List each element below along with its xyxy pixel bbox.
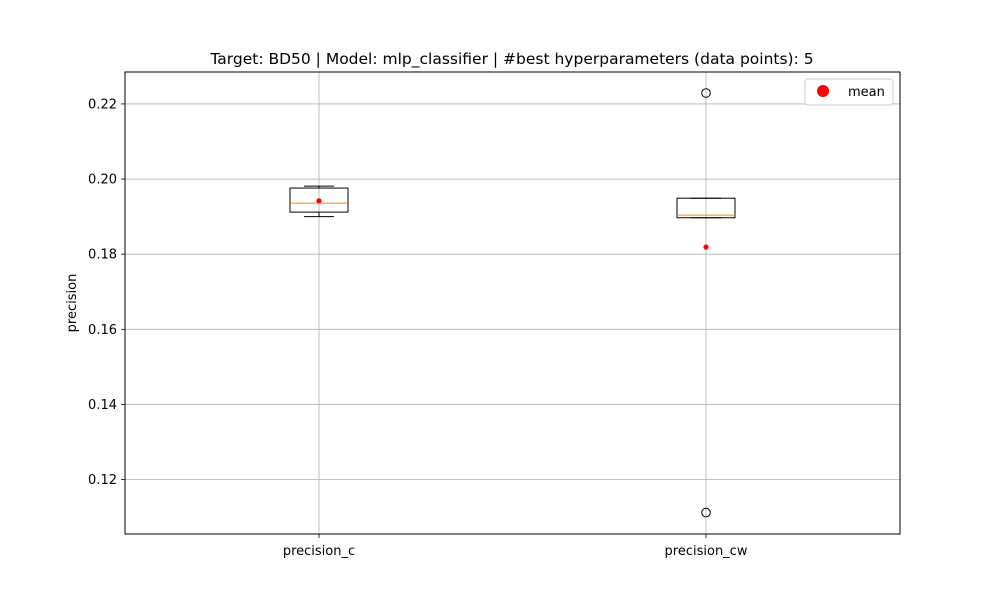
y-ticks: 0.12 0.14 0.16 0.18 0.20 0.22 [88,97,125,488]
y-tick-label: 0.18 [88,248,117,263]
box-layer [289,88,736,518]
legend-mean-marker [817,85,829,97]
outlier-point [701,88,711,98]
plot-frame [124,71,901,535]
legend-box [804,78,894,106]
mean-marker [703,244,709,250]
chart-title: Target: BD50 | Model: mlp_classifier | #… [209,50,813,69]
x-tick-label: precision_cw [665,544,748,559]
y-axis-label: precision [65,274,80,333]
y-tick-label: 0.22 [88,97,117,112]
outlier-point [701,507,711,518]
y-tick-label: 0.20 [88,173,117,188]
grid-layer [125,72,900,534]
x-tick-label: precision_c [283,544,355,559]
y-tick-label: 0.12 [88,473,117,488]
legend: mean [804,78,894,106]
x-ticks: precision_c precision_cw [283,534,748,559]
box-iqr [676,197,736,219]
y-tick-label: 0.16 [88,323,117,338]
legend-mean-label: mean [848,85,885,100]
mean-marker [316,198,322,204]
y-tick-label: 0.14 [88,398,117,413]
box-iqr [289,187,349,213]
